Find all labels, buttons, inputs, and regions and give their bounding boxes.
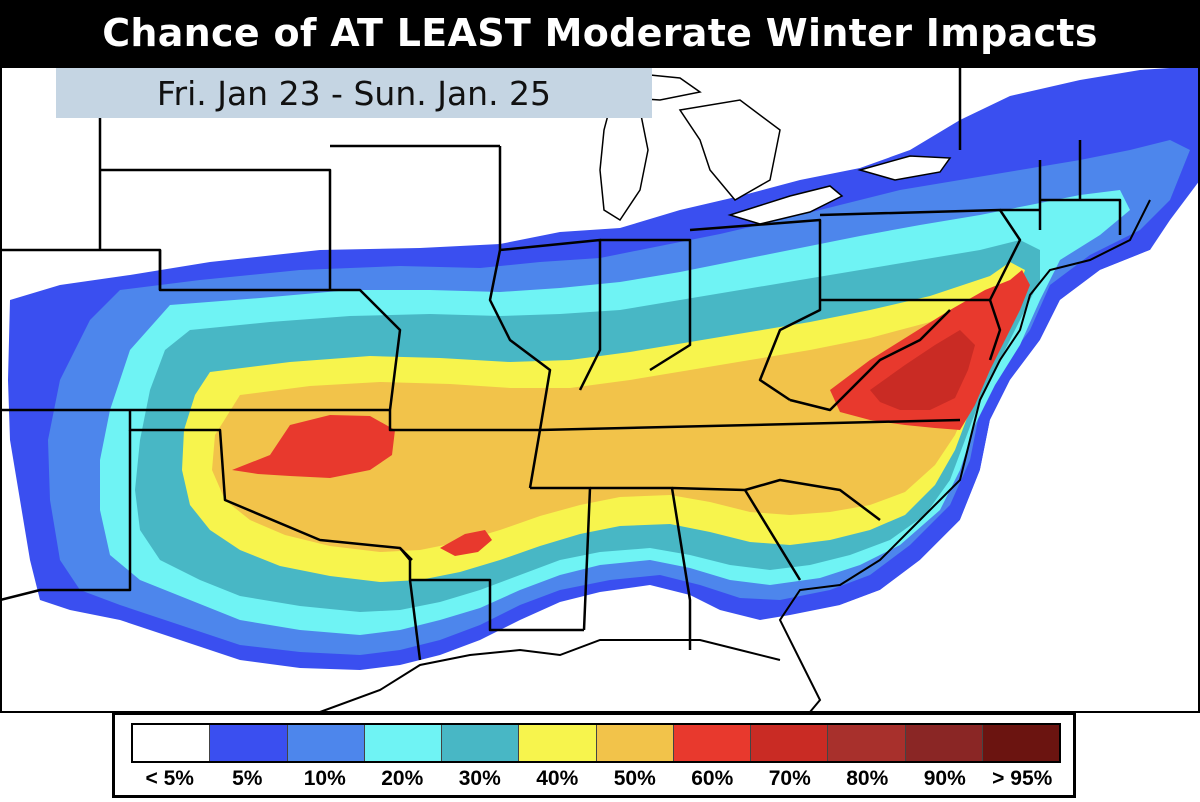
legend-label: 50% xyxy=(613,767,656,790)
legend-swatch xyxy=(519,725,597,761)
legend-swatch xyxy=(442,725,520,761)
legend-label: 30% xyxy=(458,767,501,790)
legend-label: > 95% xyxy=(992,767,1053,790)
legend-swatch xyxy=(673,725,751,761)
band-60pct-ar xyxy=(440,530,492,556)
probability-map xyxy=(0,66,1200,802)
band-50pct xyxy=(212,280,1015,552)
legend-swatches xyxy=(131,723,1061,763)
legend-label: 5% xyxy=(232,767,263,790)
lake-ontario xyxy=(857,155,952,181)
legend-label: 40% xyxy=(536,767,579,790)
legend-label: 90% xyxy=(923,767,966,790)
legend-label: 80% xyxy=(846,767,889,790)
band-60pct-ok xyxy=(232,415,395,478)
lake-michigan xyxy=(599,99,649,222)
legend-label: < 5% xyxy=(145,767,194,790)
coastline xyxy=(778,199,1151,713)
legend-swatch xyxy=(905,725,983,761)
map-title: Chance of AT LEAST Moderate Winter Impac… xyxy=(0,0,1200,66)
legend-label: 10% xyxy=(303,767,346,790)
legend-swatch xyxy=(596,725,674,761)
legend-swatch xyxy=(364,725,442,761)
legend-label: 70% xyxy=(768,767,811,790)
legend-swatch xyxy=(287,725,365,761)
gulf-of-mexico xyxy=(300,640,860,712)
atlantic-ocean xyxy=(820,250,1200,712)
legend-swatch xyxy=(982,725,1059,761)
legend-swatch xyxy=(828,725,906,761)
state-borders xyxy=(0,66,1122,661)
legend-label: 20% xyxy=(381,767,424,790)
legend-label: 60% xyxy=(691,767,734,790)
date-range-label: Fri. Jan 23 - Sun. Jan. 25 xyxy=(56,68,652,118)
legend-swatch xyxy=(133,725,211,761)
legend: < 5% 5% 10% 20% 30% 40% 50% 60% 70% 80% 90% > 95% xyxy=(112,712,1076,798)
legend-swatch xyxy=(210,725,288,761)
lake-huron xyxy=(678,99,781,201)
gulf-coastline xyxy=(319,639,781,713)
legend-swatch xyxy=(751,725,829,761)
band-70pct xyxy=(870,330,975,410)
legend-labels: < 5% 5% 10% 20% 30% 40% 50% 60% 70% 80% 90% > 95% xyxy=(131,767,1061,795)
